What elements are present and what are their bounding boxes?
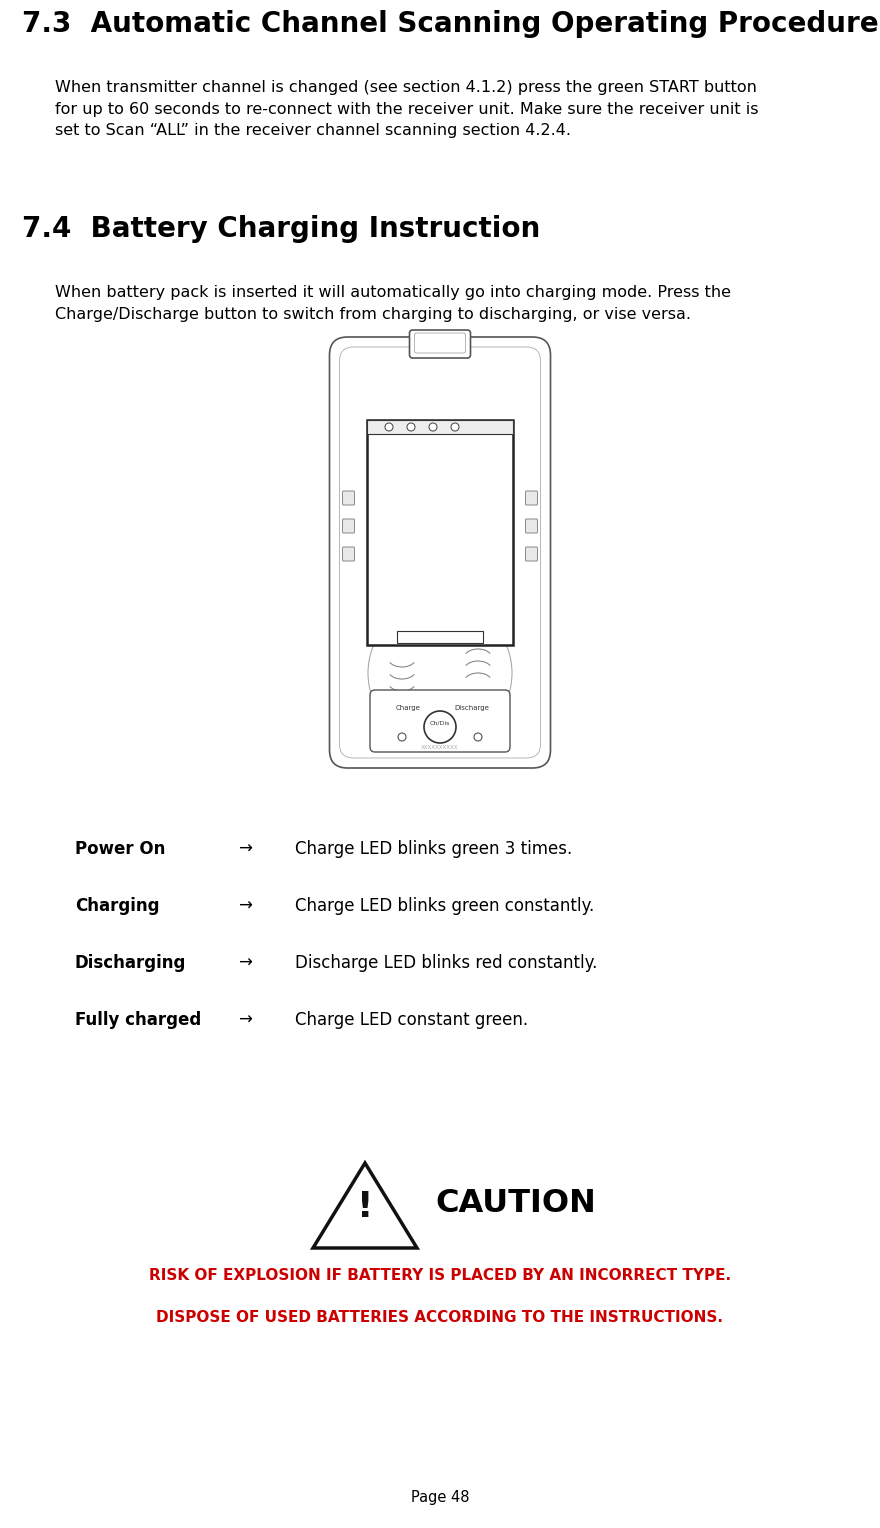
Circle shape	[451, 423, 459, 431]
Text: DISPOSE OF USED BATTERIES ACCORDING TO THE INSTRUCTIONS.: DISPOSE OF USED BATTERIES ACCORDING TO T…	[157, 1309, 723, 1325]
Polygon shape	[313, 1163, 417, 1248]
Text: →: →	[238, 840, 252, 859]
Circle shape	[429, 423, 437, 431]
Text: →: →	[238, 897, 252, 915]
Text: !: !	[356, 1190, 373, 1224]
FancyBboxPatch shape	[525, 490, 538, 504]
Text: When battery pack is inserted it will automatically go into charging mode. Press: When battery pack is inserted it will au…	[55, 286, 731, 321]
FancyBboxPatch shape	[370, 691, 510, 752]
FancyBboxPatch shape	[367, 420, 513, 645]
Text: XXXXXXXXXX: XXXXXXXXXX	[422, 746, 458, 750]
Text: Charge LED blinks green constantly.: Charge LED blinks green constantly.	[295, 897, 594, 915]
Text: Charge LED blinks green 3 times.: Charge LED blinks green 3 times.	[295, 840, 572, 859]
Text: Power On: Power On	[75, 840, 165, 859]
Text: Discharge LED blinks red constantly.: Discharge LED blinks red constantly.	[295, 953, 598, 972]
FancyBboxPatch shape	[414, 333, 466, 353]
Circle shape	[474, 733, 482, 741]
Text: Discharge: Discharge	[455, 704, 489, 711]
Text: 7.3  Automatic Channel Scanning Operating Procedure: 7.3 Automatic Channel Scanning Operating…	[22, 11, 878, 38]
Text: Discharging: Discharging	[75, 953, 187, 972]
Bar	[397, 631, 483, 643]
FancyBboxPatch shape	[342, 520, 355, 533]
Text: Ch/Dis: Ch/Dis	[429, 721, 451, 726]
Circle shape	[424, 711, 456, 743]
Circle shape	[407, 423, 415, 431]
Text: When transmitter channel is changed (see section 4.1.2) press the green START bu: When transmitter channel is changed (see…	[55, 79, 759, 138]
Text: Charge: Charge	[396, 704, 421, 711]
Text: RISK OF EXPLOSION IF BATTERY IS PLACED BY AN INCORRECT TYPE.: RISK OF EXPLOSION IF BATTERY IS PLACED B…	[149, 1268, 731, 1284]
Text: Fully charged: Fully charged	[75, 1012, 202, 1028]
FancyBboxPatch shape	[342, 490, 355, 504]
Circle shape	[368, 601, 512, 746]
Text: →: →	[238, 1012, 252, 1028]
Circle shape	[398, 733, 406, 741]
FancyBboxPatch shape	[409, 330, 471, 358]
FancyBboxPatch shape	[329, 338, 551, 769]
Circle shape	[385, 423, 393, 431]
FancyBboxPatch shape	[525, 520, 538, 533]
Text: Page 48: Page 48	[411, 1490, 469, 1505]
Text: Charging: Charging	[75, 897, 159, 915]
Bar	[367, 420, 513, 434]
Text: →: →	[238, 953, 252, 972]
Text: 7.4  Battery Charging Instruction: 7.4 Battery Charging Instruction	[22, 215, 540, 243]
FancyBboxPatch shape	[342, 547, 355, 561]
Text: Charge LED constant green.: Charge LED constant green.	[295, 1012, 528, 1028]
Text: CAUTION: CAUTION	[435, 1189, 596, 1219]
FancyBboxPatch shape	[525, 547, 538, 561]
